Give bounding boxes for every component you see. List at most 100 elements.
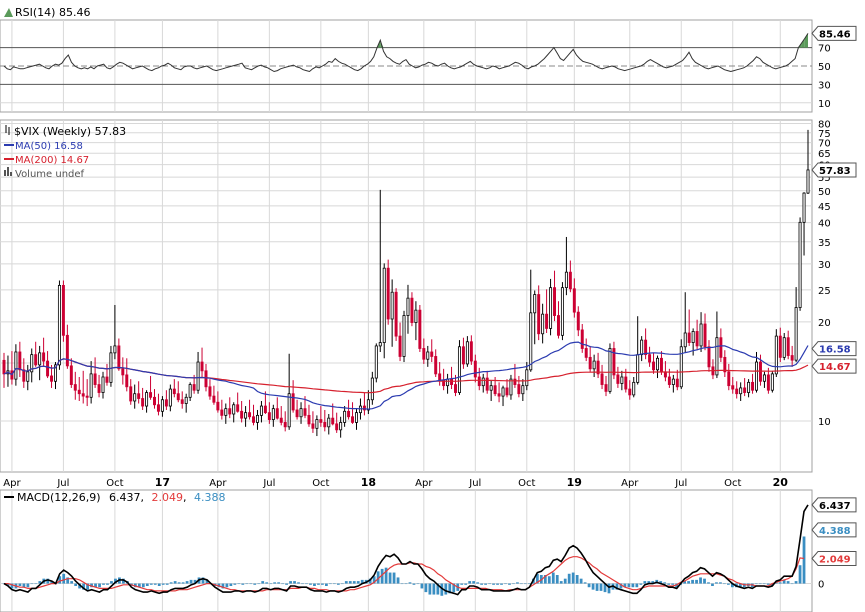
candle-body (513, 378, 517, 385)
rsi-line (3, 33, 809, 73)
candle-body (774, 335, 778, 375)
candle-body (612, 348, 616, 376)
candle-body (422, 348, 426, 360)
candle-body (541, 313, 545, 335)
macd-hist-value: 4.388 (194, 491, 226, 504)
rsi-panel: 10 30 50 70 85.46 RSI(14) 85.46 (0, 6, 857, 113)
candle-body (34, 354, 38, 366)
candle-body (327, 417, 331, 428)
macd-hist-bar (70, 581, 74, 584)
macd-hist-bar (444, 583, 448, 595)
macd-hist-bar (766, 583, 770, 585)
candle-body (192, 384, 196, 391)
candle-body (461, 346, 465, 365)
ma50-line (3, 341, 809, 410)
volume-legend-label: Volume undef (15, 169, 85, 180)
candle-body (600, 373, 604, 385)
candle-body (434, 356, 438, 375)
macd-hist-bar (774, 582, 778, 584)
macd-hist-bar (663, 582, 667, 584)
candle-body (54, 364, 57, 382)
macd-hist-bar (392, 572, 396, 584)
candle-body (248, 412, 252, 418)
candle-body (176, 393, 180, 401)
macd-hist-bar (794, 581, 798, 584)
candle-body (22, 369, 26, 382)
candle-body (236, 404, 240, 412)
price-y-tick: 55 (818, 173, 831, 184)
candle-body (802, 192, 806, 223)
candle-body (129, 386, 133, 402)
candle-body (652, 361, 656, 371)
macd-hist-bar (372, 576, 376, 584)
x-axis-label: Jul (262, 478, 275, 489)
macd-hist-bar (615, 583, 619, 590)
candle-body (216, 401, 220, 411)
price-panel: 10152025303540455055606570758057.8316.58… (0, 119, 857, 489)
macd-hist-bar (802, 536, 806, 584)
candle-body (93, 373, 97, 385)
candle-body (149, 392, 153, 398)
macd-hist-bar (488, 583, 491, 585)
macd-hist-bar (575, 575, 579, 584)
x-axis-label: 17 (155, 476, 170, 489)
candle-body (69, 365, 73, 385)
candle-body (42, 352, 46, 362)
macd-hist-bar (555, 575, 559, 584)
macd-hist-bar (500, 583, 503, 585)
candle-body (212, 395, 216, 403)
candle-body (481, 377, 485, 387)
candle-body (259, 405, 263, 416)
candle-body (347, 410, 351, 418)
candle-body (200, 361, 204, 372)
candle-body (164, 399, 168, 407)
candle-body (703, 323, 707, 348)
candle-body (244, 412, 248, 419)
macd-panel: 0 6.437 4.388 2.049 MACD(12,26,9) 6.437, 2.… (0, 489, 857, 612)
candle-body (366, 399, 370, 411)
macd-hist-bar (607, 583, 611, 594)
candle-body (398, 335, 402, 357)
candle-body (267, 412, 271, 420)
x-axis-label: Oct (106, 478, 123, 489)
macd-hist-bar (715, 582, 718, 584)
rsi-legend: RSI(14) 85.46 (4, 6, 90, 19)
macd-hist-bar (699, 577, 702, 584)
candle-body (454, 384, 457, 393)
macd-hist-bar (165, 583, 169, 585)
candle-body (762, 374, 766, 382)
macd-hist-bar (336, 583, 340, 585)
candle-body (485, 377, 489, 391)
candle-body (691, 331, 695, 343)
candle-body (105, 376, 109, 383)
candle-body (580, 329, 584, 349)
price-plot (2, 129, 810, 438)
candle-body (271, 408, 275, 420)
candle-body (2, 359, 6, 375)
candle-body (180, 399, 184, 404)
candle-body (240, 410, 244, 419)
macd-hist-bar (711, 583, 714, 586)
macd-hist-bar (723, 583, 726, 585)
macd-hist-bar (762, 583, 766, 585)
macd-hist-bar (587, 583, 591, 588)
candle-body (493, 385, 497, 395)
macd-hist-bar (400, 583, 404, 585)
candle-body (386, 267, 390, 320)
candle-body (667, 376, 671, 385)
candle-body (572, 288, 576, 313)
candle-body (695, 331, 699, 347)
macd-hist-bar (153, 583, 157, 585)
macd-hist-bar (340, 583, 344, 585)
price-y-tick: 45 (818, 202, 831, 213)
price-last-tag: 57.83 (819, 166, 851, 177)
macd-hist-bar (476, 582, 480, 584)
ma200-legend-label: MA(200) 14.67 (15, 155, 89, 166)
candle-body (794, 307, 798, 361)
macd-hist-bar (595, 583, 599, 591)
ma50-last-tag-box (811, 341, 857, 357)
rsi-y-tick: 70 (818, 44, 831, 55)
candle-body (382, 267, 386, 343)
candle-body (125, 374, 129, 388)
